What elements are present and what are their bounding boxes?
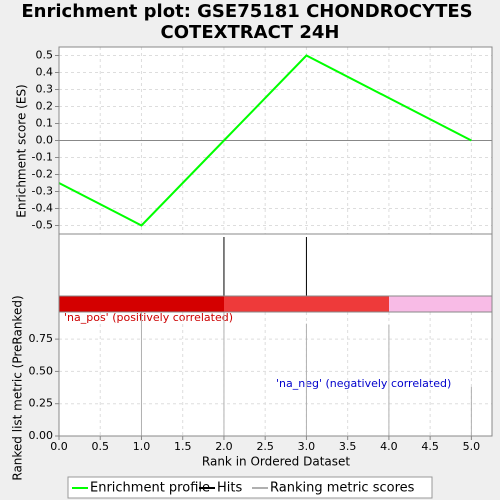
x-tick-label: 3.0 [298,440,316,453]
y-tick-label: -0.5 [32,219,53,232]
chart-title: COTEXTRACT 24H [161,22,340,43]
chart-title: Enrichment plot: GSE75181 CHONDROCYTES [21,1,472,22]
x-tick-label: 4.5 [421,440,439,453]
x-tick-label: 1.0 [133,440,151,453]
y-tick-label: 0.25 [29,397,54,410]
y-tick-label: 0.0 [36,134,54,147]
annotation: 'na_pos' (positively correlated) [64,311,233,324]
x-tick-label: 3.5 [339,440,357,453]
x-tick-label: 1.5 [174,440,192,453]
y-tick-label: 0.2 [36,100,54,113]
y-tick-label: 0.5 [36,49,54,62]
y-axis-label: Ranked list metric (PreRanked) [11,295,25,480]
y-tick-label: -0.1 [32,151,53,164]
x-tick-label: 2.5 [256,440,274,453]
legend-label: Hits [217,481,242,496]
plot-frame [58,46,493,437]
heatmap-segment [59,296,224,312]
y-tick-label: -0.3 [32,185,53,198]
legend-label: Enrichment profile [90,481,210,496]
heatmap-segment [389,296,492,312]
y-tick-label: 0.00 [29,429,54,442]
annotation: 'na_neg' (negatively correlated) [276,377,451,390]
x-tick-label: 5.0 [463,440,481,453]
heatmap-segment [224,296,389,312]
y-tick-label: -0.2 [32,168,53,181]
y-tick-label: 0.50 [29,364,54,377]
y-tick-label: 0.1 [36,117,54,130]
x-tick-label: 2.0 [215,440,233,453]
es-line [58,54,472,227]
x-tick-label: 0.0 [50,440,68,453]
y-tick-label: 0.3 [36,83,54,96]
legend [67,476,433,499]
x-axis-label: Rank in Ordered Dataset [202,455,350,469]
y-axis-label: Enrichment score (ES) [15,84,29,217]
x-tick-label: 0.5 [91,440,109,453]
y-tick-label: -0.4 [32,202,53,215]
x-tick-label: 4.0 [380,440,398,453]
y-tick-label: 0.4 [36,66,54,79]
legend-label: Ranking metric scores [270,481,415,496]
y-tick-label: 0.75 [29,332,54,345]
